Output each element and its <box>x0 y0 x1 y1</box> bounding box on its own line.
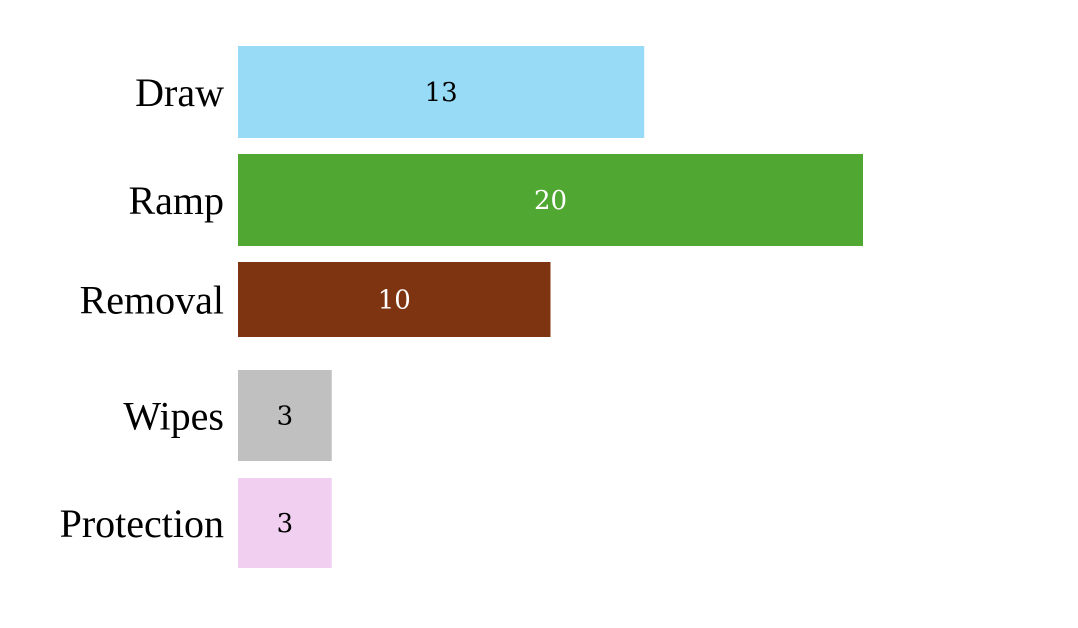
bar-protection <box>238 478 332 568</box>
data-label-draw: 13 <box>425 78 458 108</box>
bar-removal <box>238 262 551 337</box>
data-label-protection: 3 <box>277 509 294 539</box>
data-label-ramp: 20 <box>534 186 567 216</box>
bar-ramp <box>238 154 863 246</box>
data-label-removal: 10 <box>378 286 411 316</box>
category-label-protection: Protection <box>60 501 224 546</box>
data-label-wipes: 3 <box>277 402 294 432</box>
bar-wipes <box>238 370 332 461</box>
category-label-wipes: Wipes <box>123 394 224 439</box>
category-label-ramp: Ramp <box>128 178 224 223</box>
category-label-draw: Draw <box>135 70 224 115</box>
bar-draw <box>238 46 645 138</box>
category-label-removal: Removal <box>80 278 224 323</box>
